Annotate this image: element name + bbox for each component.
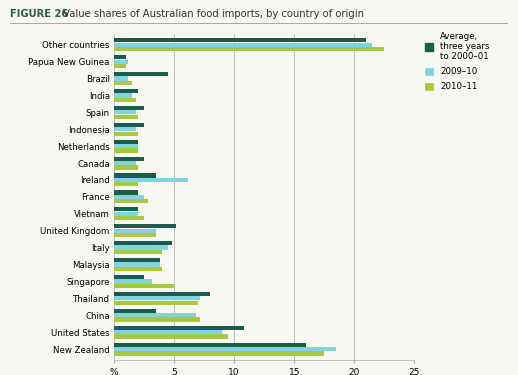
Bar	[114, 127, 136, 131]
Bar	[114, 301, 198, 305]
Bar	[114, 199, 148, 203]
Bar	[114, 43, 372, 47]
Text: FIGURE 26: FIGURE 26	[10, 9, 69, 20]
Bar	[114, 342, 306, 347]
Bar	[114, 64, 126, 68]
Bar	[114, 318, 200, 322]
Text: Value shares of Australian food imports, by country of origin: Value shares of Australian food imports,…	[60, 9, 364, 20]
Bar	[114, 241, 171, 245]
Bar	[114, 38, 366, 42]
Bar	[114, 334, 228, 339]
Bar	[114, 326, 244, 330]
Bar	[114, 148, 138, 153]
Bar	[114, 207, 138, 212]
Bar	[114, 313, 196, 317]
Bar	[114, 246, 168, 250]
Bar	[114, 296, 200, 300]
Bar	[114, 98, 136, 102]
Bar	[114, 224, 177, 228]
Bar	[114, 233, 156, 237]
Bar	[114, 195, 144, 199]
Bar	[114, 161, 136, 165]
Bar	[114, 89, 138, 93]
Bar	[114, 156, 144, 161]
Bar	[114, 330, 222, 334]
Bar	[114, 258, 160, 262]
Bar	[114, 115, 138, 119]
Bar	[114, 275, 144, 279]
Bar	[114, 140, 138, 144]
Bar	[114, 284, 174, 288]
Bar	[114, 262, 160, 267]
Bar	[114, 174, 156, 178]
Bar	[114, 347, 336, 351]
Bar	[114, 211, 138, 216]
Bar	[114, 229, 156, 233]
Bar	[114, 93, 132, 98]
Bar	[114, 81, 132, 85]
Bar	[114, 55, 126, 59]
Bar	[114, 309, 156, 313]
Bar	[114, 182, 138, 186]
Bar	[114, 190, 138, 195]
Bar	[114, 110, 136, 114]
Bar	[114, 351, 324, 355]
Bar	[114, 165, 138, 170]
Bar	[114, 106, 144, 110]
Bar	[114, 72, 168, 76]
Bar	[114, 47, 384, 51]
Bar	[114, 132, 138, 136]
Bar	[114, 60, 128, 64]
Bar	[114, 250, 162, 254]
Bar	[114, 178, 189, 182]
Bar	[114, 292, 210, 296]
Bar	[114, 76, 128, 81]
Bar	[114, 216, 144, 220]
Bar	[114, 267, 162, 271]
Bar	[114, 279, 152, 284]
Bar	[114, 144, 138, 148]
Bar	[114, 123, 144, 127]
Legend: Average,
three years
to 2000–01, 2009–10, 2010–11: Average, three years to 2000–01, 2009–10…	[425, 32, 490, 92]
